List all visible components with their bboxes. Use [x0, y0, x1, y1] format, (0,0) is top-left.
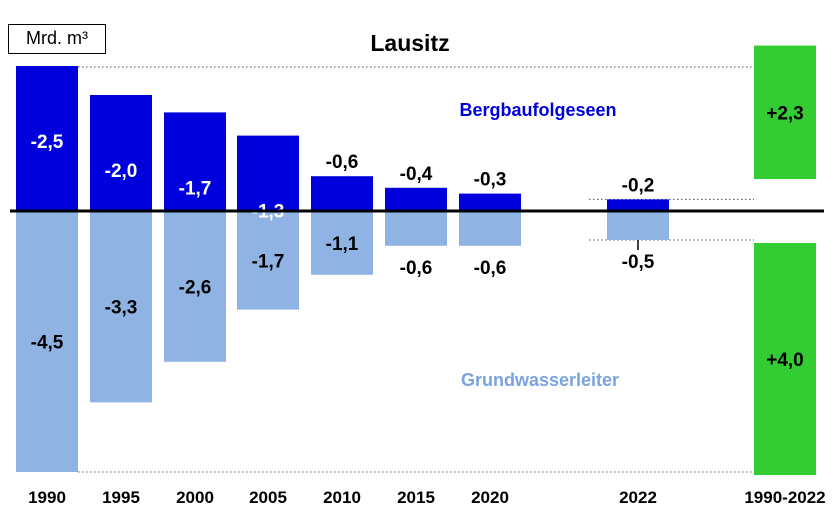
bar-grundwasserleiter-1990-2022	[754, 243, 816, 475]
label-grundwasserleiter-1990-2022: +4,0	[766, 350, 804, 371]
x-tick-2015: 2015	[397, 488, 435, 507]
bar-bergbaufolgeseen-2010	[311, 176, 373, 211]
x-tick-2005: 2005	[249, 488, 287, 507]
bar-bergbaufolgeseen-1990	[16, 66, 78, 211]
label-grundwasserleiter-2005: -1,7	[252, 251, 285, 272]
bar-bergbaufolgeseen-1995	[90, 95, 152, 211]
label-grundwasserleiter-1990: -4,5	[31, 333, 64, 354]
bar-grundwasserleiter-1995	[90, 211, 152, 403]
bar-bergbaufolgeseen-2005	[237, 135, 299, 211]
bar-grundwasserleiter-2000	[164, 211, 226, 362]
bar-grundwasserleiter-2015	[385, 211, 447, 246]
legend-bergbaufolgeseen: Bergbaufolgeseen	[459, 100, 617, 120]
x-tick-1990: 1990	[28, 488, 66, 507]
label-grundwasserleiter-2020: -0,6	[474, 258, 507, 279]
bar-grundwasserleiter-2005	[237, 211, 299, 310]
bar-grundwasserleiter-1990	[16, 211, 78, 472]
bar-bergbaufolgeseen-2022	[607, 199, 669, 211]
label-bergbaufolgeseen-2010: -0,6	[326, 152, 359, 173]
bar-bergbaufolgeseen-2015	[385, 187, 447, 211]
label-bergbaufolgeseen-1995: -2,0	[105, 161, 138, 182]
x-tick-2010: 2010	[323, 488, 361, 507]
bar-bergbaufolgeseen-1990-2022	[754, 45, 816, 179]
label-bergbaufolgeseen-1990: -2,5	[31, 132, 64, 153]
chart-title: Lausitz	[370, 30, 450, 56]
unit-label: Mrd. m³	[8, 24, 106, 54]
bar-grundwasserleiter-2020	[459, 211, 521, 246]
bar-bergbaufolgeseen-2000	[164, 112, 226, 211]
label-bergbaufolgeseen-2022: -0,2	[622, 175, 655, 196]
label-grundwasserleiter-2022: -0,5	[622, 252, 655, 273]
label-bergbaufolgeseen-2015: -0,4	[400, 164, 433, 185]
x-tick-2022: 2022	[619, 488, 657, 507]
label-grundwasserleiter-2015: -0,6	[400, 258, 433, 279]
bar-grundwasserleiter-2010	[311, 211, 373, 275]
x-tick-2000: 2000	[176, 488, 214, 507]
x-tick-1995: 1995	[102, 488, 140, 507]
legend-grundwasserleiter: Grundwasserleiter	[460, 370, 620, 390]
bar-grundwasserleiter-2022	[607, 211, 669, 240]
label-bergbaufolgeseen-2020: -0,3	[474, 170, 507, 191]
label-grundwasserleiter-1995: -3,3	[105, 298, 138, 319]
x-tick-2020: 2020	[471, 488, 509, 507]
bar-bergbaufolgeseen-2020	[459, 193, 521, 211]
x-tick-1990-2022: 1990-2022	[744, 488, 825, 507]
label-grundwasserleiter-2010: -1,1	[326, 234, 359, 255]
label-bergbaufolgeseen-2000: -1,7	[179, 178, 212, 199]
label-grundwasserleiter-2000: -2,6	[179, 277, 212, 298]
label-bergbaufolgeseen-1990-2022: +2,3	[766, 103, 804, 124]
